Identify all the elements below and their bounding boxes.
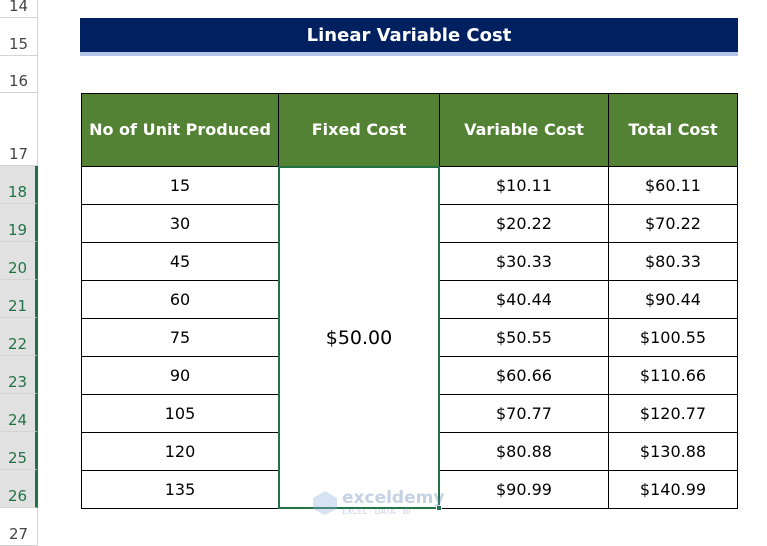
table-cell: 15 — [81, 166, 279, 205]
watermark-logo — [313, 491, 337, 515]
row-header: 25 — [0, 432, 38, 470]
row-header: 15 — [0, 18, 38, 56]
table-cell: $120.77 — [608, 394, 738, 433]
table-cell: 75 — [81, 318, 279, 357]
column-header: Fixed Cost — [278, 93, 440, 167]
column-header: No of Unit Produced — [81, 93, 279, 167]
watermark-text: exceldemy EXCEL · DATA · BI — [342, 488, 445, 517]
table-cell: $70.77 — [439, 394, 609, 433]
merged-fixed-cost-cell: $50.00 — [278, 166, 440, 509]
row-header: 26 — [0, 470, 38, 508]
row-header: 20 — [0, 242, 38, 280]
table-cell: $20.22 — [439, 204, 609, 243]
row-header: 21 — [0, 280, 38, 318]
table-cell: 120 — [81, 432, 279, 471]
table-cell: $90.44 — [608, 280, 738, 319]
table-cell: 30 — [81, 204, 279, 243]
table-cell: $100.55 — [608, 318, 738, 357]
table-cell: 45 — [81, 242, 279, 281]
table-cell: $110.66 — [608, 356, 738, 395]
table-cell: $90.99 — [439, 470, 609, 509]
row-header: 17 — [0, 93, 38, 166]
table-cell: 90 — [81, 356, 279, 395]
row-header: 27 — [0, 508, 38, 546]
watermark: exceldemy EXCEL · DATA · BI — [312, 490, 444, 516]
table-cell: $80.88 — [439, 432, 609, 471]
title-banner: Linear Variable Cost — [80, 18, 738, 52]
fill-handle — [436, 505, 442, 511]
table-cell: 105 — [81, 394, 279, 433]
table-cell: $10.11 — [439, 166, 609, 205]
table-cell: $70.22 — [608, 204, 738, 243]
row-header: 24 — [0, 394, 38, 432]
row-header: 14 — [0, 0, 38, 18]
table-cell: $130.88 — [608, 432, 738, 471]
watermark-brand: exceldemy — [342, 488, 445, 508]
table-cell: 135 — [81, 470, 279, 509]
row-header: 22 — [0, 318, 38, 356]
row-header: 19 — [0, 204, 38, 242]
table-cell: $60.11 — [608, 166, 738, 205]
column-header: Total Cost — [608, 93, 738, 167]
row-header: 16 — [0, 56, 38, 93]
table-cell: 60 — [81, 280, 279, 319]
column-header: Variable Cost — [439, 93, 609, 167]
table-cell: $80.33 — [608, 242, 738, 281]
watermark-tagline: EXCEL · DATA · BI — [342, 507, 411, 516]
table-cell: $140.99 — [608, 470, 738, 509]
table-cell: $30.33 — [439, 242, 609, 281]
row-header: 23 — [0, 356, 38, 394]
row-header: 18 — [0, 166, 38, 204]
table-cell: $60.66 — [439, 356, 609, 395]
table-cell: $50.55 — [439, 318, 609, 357]
table-cell: $40.44 — [439, 280, 609, 319]
title-underline — [80, 52, 738, 56]
